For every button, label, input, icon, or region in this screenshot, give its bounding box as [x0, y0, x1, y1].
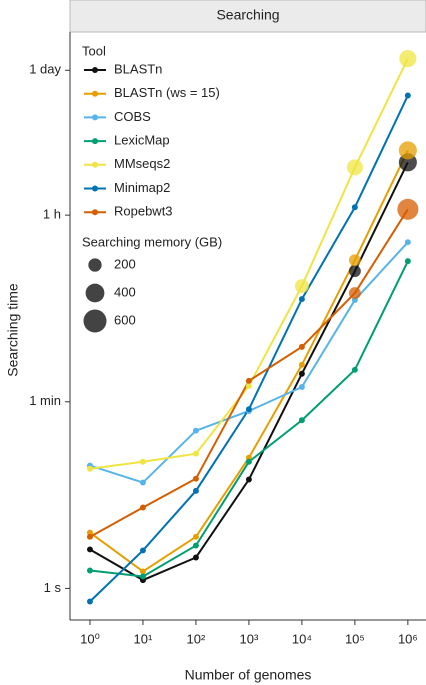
legend-dot	[92, 161, 98, 168]
point	[86, 465, 93, 472]
point	[192, 542, 199, 549]
point	[294, 279, 309, 294]
size-legend-bubble	[88, 258, 102, 272]
legend-label: LexicMap	[114, 133, 170, 148]
point	[192, 475, 199, 482]
point	[139, 573, 146, 580]
y-tick-label: 1 min	[29, 393, 61, 408]
point	[139, 547, 146, 554]
point	[245, 382, 252, 389]
x-tick-label: 10⁵	[345, 631, 365, 646]
point	[139, 504, 146, 511]
y-tick-label: 1 day	[29, 62, 61, 77]
size-legend-label: 600	[114, 312, 136, 327]
point	[86, 533, 93, 540]
legend-dot	[92, 138, 98, 145]
point	[298, 417, 305, 424]
point	[298, 296, 305, 303]
point	[86, 546, 93, 553]
point	[348, 287, 361, 300]
point	[348, 254, 361, 267]
x-tick-label: 10³	[240, 631, 259, 646]
point	[346, 159, 363, 176]
panel-title: Searching	[216, 7, 279, 23]
x-tick-label: 10⁰	[80, 631, 100, 646]
point	[298, 384, 305, 390]
point	[404, 258, 411, 265]
point	[86, 567, 93, 574]
point	[245, 406, 252, 413]
series-line	[89, 241, 409, 484]
point	[399, 50, 417, 68]
legend-dot	[92, 67, 98, 73]
size-legend-title: Searching memory (GB)	[82, 234, 222, 249]
point	[139, 568, 146, 575]
point	[404, 239, 411, 246]
panel-strip	[69, 0, 426, 33]
point	[298, 343, 305, 350]
size-legend-label: 400	[114, 284, 136, 299]
legend-dot	[92, 209, 98, 216]
series-line	[89, 161, 409, 582]
point	[245, 454, 252, 461]
point	[192, 487, 199, 494]
y-tick-label: 1 h	[43, 207, 61, 222]
size-legend-label: 200	[114, 256, 136, 271]
legend-dot	[92, 185, 98, 192]
x-tick-label: 10¹	[134, 631, 153, 646]
legend-dot	[92, 114, 98, 121]
legend-label: BLASTn (ws = 15)	[114, 85, 220, 100]
x-tick-label: 10⁶	[398, 631, 418, 646]
size-legend-bubble	[83, 309, 107, 333]
point	[397, 198, 419, 220]
legend-label: Ropebwt3	[114, 204, 173, 219]
point	[192, 427, 199, 434]
x-tick-label: 10⁴	[292, 631, 312, 646]
size-legend-bubble	[85, 283, 105, 303]
point	[298, 361, 305, 368]
point	[139, 458, 146, 465]
point	[398, 141, 417, 160]
legend-dot	[92, 90, 98, 97]
legend-label: MMseqs2	[114, 156, 170, 171]
point	[245, 476, 252, 483]
point	[86, 529, 93, 536]
point	[86, 598, 93, 605]
x-tick-label: 10²	[187, 631, 206, 646]
point	[245, 377, 252, 384]
series-line	[89, 260, 409, 578]
y-tick-label: 1 s	[44, 580, 62, 595]
point	[192, 554, 199, 561]
y-axis-label: Searching time	[5, 283, 21, 377]
point	[404, 92, 411, 99]
point	[192, 533, 199, 540]
legend-label: BLASTn	[114, 61, 162, 76]
point	[348, 265, 361, 278]
legend-title: Tool	[82, 43, 106, 58]
legend-label: COBS	[114, 109, 151, 124]
legend-label: Minimap2	[114, 180, 170, 195]
point	[298, 370, 305, 377]
point	[139, 479, 146, 486]
point	[351, 366, 358, 373]
point	[245, 458, 252, 465]
point	[351, 204, 358, 211]
x-axis-label: Number of genomes	[185, 667, 312, 683]
point	[192, 450, 199, 457]
